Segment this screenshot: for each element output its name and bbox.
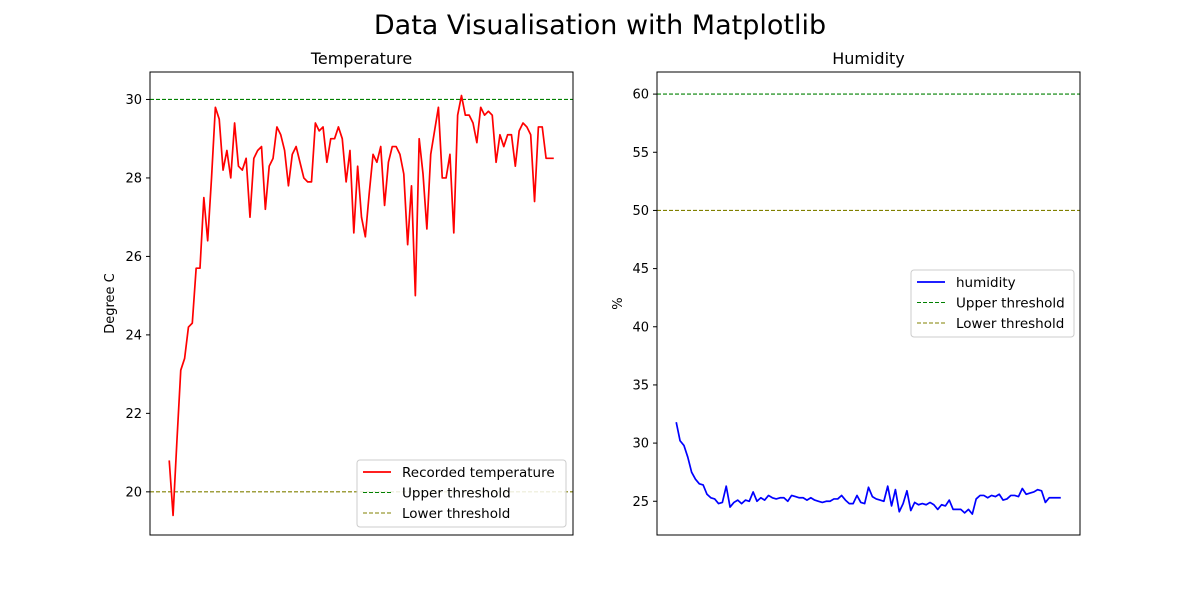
temperature-ytick-label: 26 bbox=[125, 250, 142, 265]
humidity-legend-label-2: Lower threshold bbox=[956, 316, 1064, 332]
humidity-legend-label-0: humidity bbox=[956, 275, 1016, 291]
humidity-series-0-line bbox=[675, 421, 1061, 515]
figure-suptitle: Data Visualisation with Matplotlib bbox=[374, 10, 826, 41]
humidity-ytick-label: 50 bbox=[632, 204, 649, 219]
humidity-ytick-label: 30 bbox=[632, 437, 649, 452]
temperature-legend: Recorded temperature Upper threshold Lower… bbox=[356, 459, 567, 528]
temperature-legend-box bbox=[356, 459, 567, 528]
humidity-axes-frame bbox=[656, 71, 1081, 536]
temperature-ylabel: Degree C bbox=[103, 273, 118, 334]
humidity-legend-label-1: Upper threshold bbox=[956, 296, 1065, 312]
temperature-ytick-label: 20 bbox=[125, 485, 142, 500]
humidity-ylabel: % bbox=[611, 297, 626, 309]
humidity-ytick-label: 40 bbox=[632, 320, 649, 335]
temperature-ytick-label: 22 bbox=[125, 407, 142, 422]
humidity-subplot: Humidity 25 30 35 40 45 50 55 60% humidity Upper t… bbox=[611, 49, 1081, 536]
temperature-series-0-line bbox=[168, 94, 554, 517]
humidity-title: Humidity bbox=[832, 49, 905, 68]
temperature-legend-label-2: Lower threshold bbox=[402, 506, 510, 522]
humidity-legend-box bbox=[910, 269, 1075, 338]
humidity-ytick-label: 60 bbox=[632, 88, 649, 103]
humidity-ytick-label: 45 bbox=[632, 262, 649, 277]
temperature-ytick-label: 28 bbox=[125, 171, 142, 186]
temperature-ytick-label: 30 bbox=[125, 93, 142, 108]
temperature-subplot: Temperature 20 22 24 26 28 30 Degree C Recorded … bbox=[103, 49, 574, 536]
temperature-title: Temperature bbox=[310, 49, 412, 68]
temperature-legend-label-1: Upper threshold bbox=[402, 486, 511, 502]
temperature-axes-frame bbox=[149, 71, 574, 536]
humidity-ytick-label: 55 bbox=[632, 146, 649, 161]
temperature-ytick-label: 24 bbox=[125, 328, 142, 343]
temperature-legend-label-0: Recorded temperature bbox=[402, 465, 555, 481]
humidity-ytick-label: 25 bbox=[632, 495, 649, 510]
humidity-legend: humidity Upper threshold Lower threshold bbox=[910, 269, 1075, 338]
humidity-ytick-label: 35 bbox=[632, 378, 649, 393]
